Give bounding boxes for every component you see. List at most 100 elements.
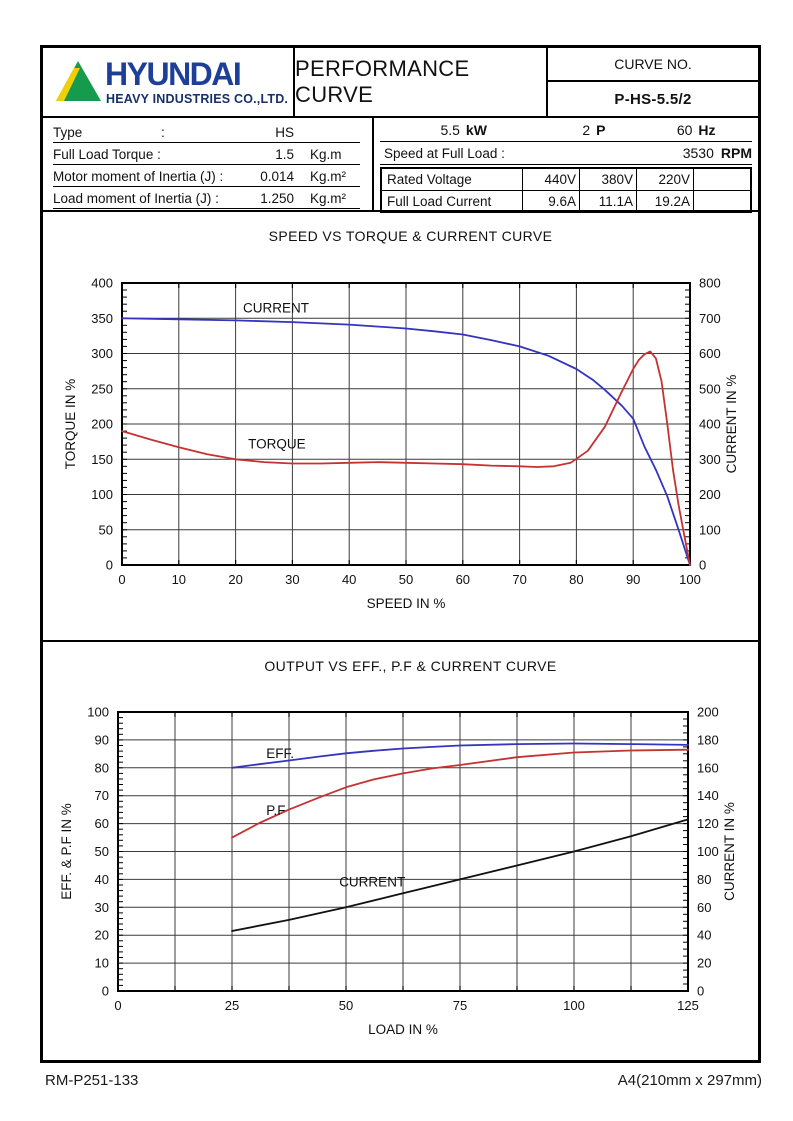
svg-text:20: 20	[228, 572, 242, 587]
speed-torque-current-chart: 0501001502002503003504000100200300400500…	[63, 276, 739, 612]
voltage-current-table: Rated Voltage 440V 380V 220V Full Load C…	[380, 167, 752, 213]
spec-row-type: Type : HS	[53, 121, 360, 143]
svg-text:60: 60	[456, 572, 470, 587]
svg-text:40: 40	[342, 572, 356, 587]
logo-brand-text: HYUNDAI	[105, 56, 242, 92]
svg-text:180: 180	[697, 732, 719, 747]
hyundai-logo: HYUNDAI HEAVY INDUSTRIES CO.,LTD.	[43, 48, 295, 116]
footer: RM-P251-133 A4(210mm x 297mm)	[45, 1072, 762, 1089]
svg-text:50: 50	[399, 572, 413, 587]
chart2-title: OUTPUT VS EFF., P.F & CURRENT CURVE	[264, 658, 557, 674]
row-label: Rated Voltage	[387, 172, 472, 187]
voltage-380: 380V	[579, 169, 636, 190]
svg-text:300: 300	[699, 452, 721, 467]
document-frame: HYUNDAI HEAVY INDUSTRIES CO.,LTD. PERFOR…	[40, 45, 761, 1063]
hz-unit: Hz	[698, 122, 716, 138]
speed-row: Speed at Full Load : 3530 RPM	[380, 142, 752, 165]
svg-text:100: 100	[679, 572, 701, 587]
current-empty	[693, 191, 750, 211]
logo-sub-text: HEAVY INDUSTRIES CO.,LTD.	[106, 92, 289, 106]
spec-row-load-inertia: Load moment of Inertia (J) : 1.250 Kg.m²	[53, 187, 360, 209]
svg-text:80: 80	[697, 872, 711, 887]
paper-size: A4(210mm x 297mm)	[617, 1072, 762, 1089]
svg-text:20: 20	[95, 928, 109, 943]
svg-text:400: 400	[91, 276, 113, 291]
svg-text:100: 100	[563, 998, 585, 1013]
spec-row-full-load-torque: Full Load Torque : 1.5 Kg.m	[53, 143, 360, 165]
svg-text:400: 400	[699, 417, 721, 432]
svg-text:CURRENT: CURRENT	[339, 874, 405, 889]
svg-text:0: 0	[106, 558, 113, 573]
svg-text:70: 70	[512, 572, 526, 587]
svg-text:75: 75	[453, 998, 467, 1013]
svg-text:10: 10	[172, 572, 186, 587]
spec-value: HS	[275, 125, 294, 140]
svg-text:800: 800	[699, 276, 721, 291]
svg-text:200: 200	[699, 487, 721, 502]
svg-text:25: 25	[225, 998, 239, 1013]
svg-text:TORQUE IN %: TORQUE IN %	[63, 379, 78, 470]
svg-text:LOAD IN %: LOAD IN %	[368, 1022, 438, 1037]
power-kw: 5.5 kW	[380, 122, 547, 138]
svg-text:CURRENT IN %: CURRENT IN %	[724, 375, 739, 474]
row-label: Full Load Current	[387, 193, 492, 209]
svg-text:160: 160	[697, 760, 719, 775]
svg-text:150: 150	[91, 452, 113, 467]
svg-text:125: 125	[677, 998, 699, 1013]
hz-value: 60	[676, 122, 693, 138]
output-eff-pf-current-chart: 0 10 20 30 40 50 60 70 80 90 100 0 20 40 60 80 100 120 140…	[59, 705, 737, 1038]
current-380: 11.1A	[579, 191, 636, 211]
chart1-title: SPEED VS TORQUE & CURRENT CURVE	[268, 228, 553, 244]
svg-text:100: 100	[699, 522, 721, 537]
svg-text:0: 0	[118, 572, 125, 587]
curve-no-value: P-HS-5.5/2	[614, 90, 692, 108]
svg-text:200: 200	[697, 705, 719, 720]
spec-value: 1.5	[275, 147, 294, 162]
frequency: 60 Hz	[640, 122, 752, 138]
spec-table-left: Type : HS Full Load Torque : 1.5 Kg.m Mo…	[43, 118, 374, 210]
poles-value: 2	[582, 122, 591, 138]
svg-text:80: 80	[95, 760, 109, 775]
svg-text:40: 40	[697, 928, 711, 943]
speed-torque-current-section: SPEED VS TORQUE & CURRENT CURVE 0 50 100 15…	[43, 212, 758, 642]
svg-text:100: 100	[87, 705, 109, 720]
svg-text:90: 90	[626, 572, 640, 587]
spec-label: Motor moment of Inertia (J) :	[53, 169, 224, 184]
svg-text:30: 30	[285, 572, 299, 587]
spec-row-motor-inertia: Motor moment of Inertia (J) : 0.014 Kg.m…	[53, 165, 360, 187]
svg-text:350: 350	[91, 311, 113, 326]
spec-unit: Kg.m²	[310, 191, 347, 206]
kw-unit: kW	[465, 122, 487, 138]
svg-text:10: 10	[95, 956, 109, 971]
spec-value: 1.250	[260, 191, 294, 206]
svg-text:80: 80	[569, 572, 583, 587]
svg-text:20: 20	[697, 956, 711, 971]
svg-text:300: 300	[91, 346, 113, 361]
svg-text:140: 140	[697, 788, 719, 803]
svg-text:EFF. & P.F IN %: EFF. & P.F IN %	[59, 803, 74, 900]
svg-text:50: 50	[95, 844, 109, 859]
svg-text:40: 40	[95, 872, 109, 887]
svg-text:700: 700	[699, 311, 721, 326]
poles-unit: P	[596, 122, 606, 138]
svg-text:60: 60	[95, 816, 109, 831]
spec-label: Type	[53, 125, 83, 140]
voltage-440: 440V	[522, 169, 579, 190]
svg-text:50: 50	[339, 998, 353, 1013]
svg-text:200: 200	[91, 417, 113, 432]
svg-text:600: 600	[699, 346, 721, 361]
document-title: PERFORMANCE CURVE	[295, 48, 548, 116]
svg-text:0: 0	[699, 558, 706, 573]
svg-text:0: 0	[114, 998, 121, 1013]
spec-label: Full Load Torque :	[53, 147, 161, 162]
spec-label: Load moment of Inertia (J) :	[53, 191, 219, 206]
current-220: 19.2A	[636, 191, 693, 211]
svg-text:120: 120	[697, 816, 719, 831]
spec-colon: :	[161, 125, 165, 140]
spec-unit: Kg.m	[310, 147, 342, 162]
svg-text:60: 60	[697, 900, 711, 915]
kw-value: 5.5	[440, 122, 460, 138]
curve-no-cell: CURVE NO. P-HS-5.5/2	[548, 48, 758, 116]
